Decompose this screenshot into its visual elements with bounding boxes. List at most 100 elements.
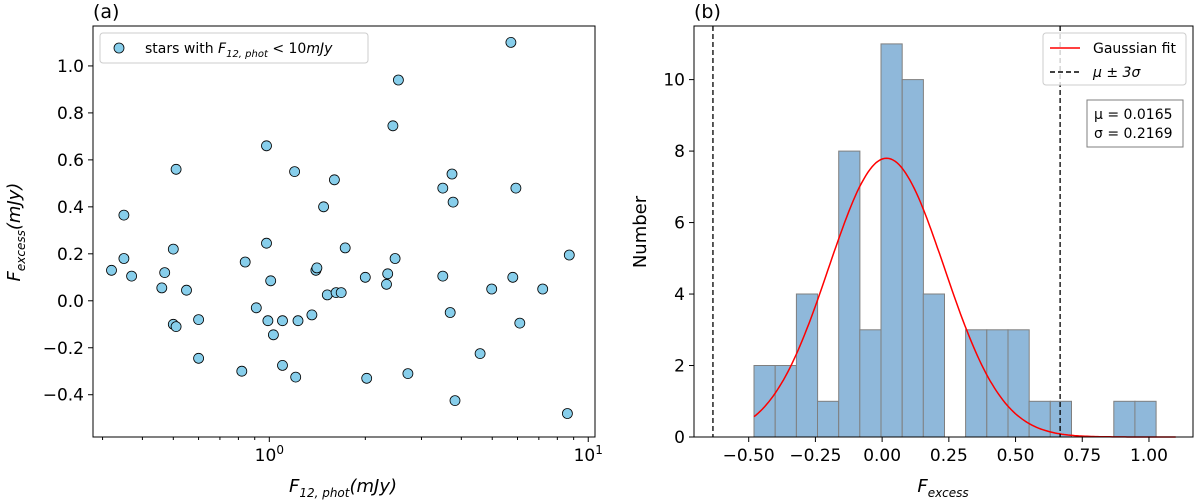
scatter-point xyxy=(265,275,277,287)
y-tick-label: 6 xyxy=(674,214,685,234)
scatter-point xyxy=(126,270,138,282)
scatter-point xyxy=(306,309,318,321)
histogram-bar xyxy=(965,329,988,438)
y-tick-label: −0.2 xyxy=(43,339,84,359)
scatter-point xyxy=(193,314,205,326)
y-tick-label: 0.8 xyxy=(57,104,84,124)
histogram-bar xyxy=(1113,400,1136,438)
scatter-point xyxy=(250,302,262,314)
scatter-point xyxy=(321,289,333,301)
x-tick-label: 0.00 xyxy=(863,446,901,466)
y-tick-label: 1.0 xyxy=(57,57,84,77)
y-tick-label: 10 xyxy=(663,71,685,91)
stats-mu: μ = 0.0165 xyxy=(1094,107,1173,123)
scatter-point xyxy=(170,321,182,333)
legend-entry-mu-sigma: μ ± 3σ xyxy=(1092,65,1141,81)
scatter-point xyxy=(262,315,274,327)
scatter-point xyxy=(328,174,340,186)
scatter-point xyxy=(562,408,573,419)
histogram-bar xyxy=(880,43,903,438)
histogram-x-axis-label: Fexcess xyxy=(917,476,968,500)
x-tick-label: 0.75 xyxy=(1063,446,1101,466)
scatter-point xyxy=(193,352,205,364)
scatter-point xyxy=(381,278,392,290)
scatter-legend: stars with F12, phot < 10mJy xyxy=(99,32,369,64)
y-tick-label: 0.4 xyxy=(57,198,84,218)
scatter-point xyxy=(118,209,130,221)
scatter-point xyxy=(277,359,288,371)
scatter-point xyxy=(537,283,549,295)
mu-3sigma-lines xyxy=(712,26,1061,437)
scatter-point xyxy=(392,74,404,86)
scatter-point xyxy=(339,242,351,254)
scatter-x-ticks: 100 101 xyxy=(102,437,603,466)
scatter-point xyxy=(505,37,517,48)
scatter-point xyxy=(239,256,251,268)
scatter-point xyxy=(449,395,461,407)
scatter-y-axis-label: Fexcess(mJy) xyxy=(4,183,28,282)
histogram-plot-frame xyxy=(693,25,1194,438)
scatter-point xyxy=(167,243,179,255)
scatter-point xyxy=(510,182,522,194)
histogram-panel: (b) −0.50 −0.25 0.00 0.25 0.50 0.75 1.00 0 2 4 6 8… xyxy=(630,1,1194,500)
scatter-point xyxy=(389,253,401,264)
scatter-y-ticks: −0.4 −0.2 0.0 0.2 0.4 0.6 0.8 1.0 xyxy=(43,57,93,406)
x-tick-label: 100 xyxy=(255,443,284,466)
scatter-point xyxy=(267,329,279,341)
scatter-point xyxy=(361,372,373,384)
histogram-y-axis-label: Number xyxy=(630,195,651,268)
scatter-point xyxy=(387,120,399,132)
scatter-point xyxy=(311,262,323,274)
histogram-bars xyxy=(753,43,1157,438)
scatter-point xyxy=(156,282,168,294)
scatter-point xyxy=(486,283,498,295)
scatter-point xyxy=(446,168,458,180)
scatter-point xyxy=(437,182,449,194)
y-tick-label: 4 xyxy=(674,285,685,305)
y-tick-label: 0.6 xyxy=(57,151,84,171)
x-tick-label: −0.25 xyxy=(789,446,841,466)
scatter-point xyxy=(261,237,272,249)
scatter-points xyxy=(106,37,575,419)
scatter-point xyxy=(437,270,449,282)
histogram-bar xyxy=(1134,400,1157,438)
x-tick-label: 0.50 xyxy=(997,446,1035,466)
stats-box: μ = 0.0165 σ = 0.2169 xyxy=(1086,99,1184,148)
histogram-legend: Gaussian fit μ ± 3σ xyxy=(1042,32,1187,86)
histogram-bar xyxy=(753,365,776,438)
histogram-y-ticks: 0 2 4 6 8 10 xyxy=(663,71,694,448)
y-tick-label: 0.0 xyxy=(57,292,84,312)
scatter-point xyxy=(236,365,248,377)
histogram-bar xyxy=(1049,400,1073,438)
y-tick-label: 8 xyxy=(674,142,685,162)
scatter-point xyxy=(382,268,394,280)
y-tick-label: 2 xyxy=(674,357,685,377)
legend-entry-gaussian: Gaussian fit xyxy=(1093,41,1176,57)
legend-entry-scatter: stars with F12, phot < 10mJy xyxy=(145,41,333,60)
y-tick-label: 0.2 xyxy=(57,245,84,265)
scatter-point xyxy=(292,315,304,327)
scatter-plot-frame xyxy=(92,25,596,438)
scatter-point xyxy=(159,267,171,279)
x-tick-label: 0.25 xyxy=(930,446,968,466)
y-tick-label: −0.4 xyxy=(43,386,84,406)
scatter-point xyxy=(289,166,301,178)
histogram-bar xyxy=(795,293,819,438)
scatter-point xyxy=(335,287,347,299)
scatter-point xyxy=(444,307,456,318)
scatter-point xyxy=(402,368,414,380)
scatter-point xyxy=(261,140,272,152)
histogram-bar xyxy=(986,329,1009,438)
scatter-point xyxy=(290,371,302,383)
panel-label-b: (b) xyxy=(694,1,721,23)
scatter-point xyxy=(106,264,117,276)
scatter-point xyxy=(563,249,575,261)
scatter-point xyxy=(447,196,459,208)
panel-label-a: (a) xyxy=(93,1,119,23)
scatter-point xyxy=(318,201,330,213)
scatter-point xyxy=(170,163,182,175)
scatter-point xyxy=(359,271,371,283)
histogram-x-ticks: −0.50 −0.25 0.00 0.25 0.50 0.75 1.00 xyxy=(723,437,1168,466)
histogram-bar xyxy=(817,400,840,438)
y-tick-label: 0 xyxy=(674,428,685,448)
